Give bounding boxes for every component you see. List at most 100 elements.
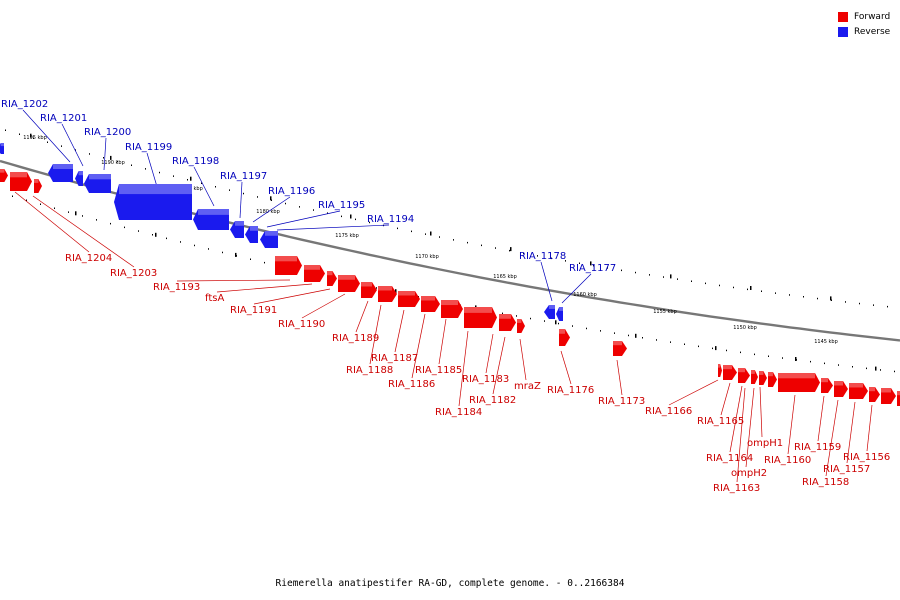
gene-label-ria-1186: RIA_1186 [388,379,435,390]
tick-label-1165-kbp: 1165 kbp [493,274,517,280]
minor-tick-lower [656,339,657,341]
gene-label-ria-1201: RIA_1201 [40,113,87,124]
minor-tick-upper [89,153,90,155]
minor-tick-upper [19,133,20,135]
gene-label-ria-1164: RIA_1164 [706,453,753,464]
figure-caption: Riemerella anatipestifer RA-GD, complete… [275,578,625,589]
gene-label-ria-1184: RIA_1184 [435,407,482,418]
leader-ria-1199 [146,152,159,191]
minor-tick-upper [579,262,580,264]
minor-tick-lower [698,345,699,348]
gene-label-ria-1183: RIA_1183 [462,374,509,385]
forward-gene-10 [398,291,420,307]
minor-tick-lower [726,349,727,352]
forward-gene-14 [499,314,516,331]
minor-tick-upper [467,241,468,244]
minor-tick-upper [313,209,314,211]
forward-gene-1 [0,169,8,182]
leader-ria-1195 [266,210,341,228]
major-tick-upper [350,214,352,219]
legend-forward: Forward [838,9,890,24]
major-tick-upper [670,274,672,279]
minor-tick-upper [215,186,216,188]
legend-reverse: Reverse [838,24,890,39]
leader-ria-1165 [720,382,731,416]
minor-tick-lower [166,237,167,240]
minor-tick-lower [880,369,881,371]
minor-tick-lower [516,315,517,317]
legend-forward-label: Forward [854,11,891,22]
minor-tick-upper [789,294,790,296]
reverse-gene-6 [193,209,229,230]
leader-ria-1188 [369,304,382,365]
minor-tick-lower [250,258,251,260]
minor-tick-upper [859,302,860,305]
minor-tick-lower [68,211,69,213]
minor-tick-lower [894,370,895,373]
leader-ria-1177 [561,273,592,304]
forward-gene-24 [778,373,820,392]
minor-tick-upper [173,175,174,177]
minor-tick-lower [782,357,783,359]
minor-tick-upper [523,252,524,254]
tick-label-1175-kbp: 1175 kbp [335,233,359,239]
minor-tick-lower [40,203,41,205]
leader-omph2 [745,387,755,468]
leader-ria-1185 [438,318,447,365]
gene-label-ftsa: ftsA [205,293,224,304]
minor-tick-lower [180,241,181,243]
minor-tick-upper [33,137,34,139]
leader-ria-1166 [668,379,719,406]
gene-label-ria-1190: RIA_1190 [278,319,325,330]
minor-tick-lower [54,207,55,209]
leader-mraz [519,338,527,381]
major-tick-upper [110,155,112,160]
gene-label-ria-1191: RIA_1191 [230,305,277,316]
minor-tick-upper [369,221,370,224]
forward-gene-22 [759,371,767,385]
tick-label-1150-kbp: 1150 kbp [733,325,757,331]
leader-ria-1190 [301,293,346,319]
minor-tick-lower [12,195,13,197]
leader-ria-1204 [14,191,90,253]
minor-tick-upper [229,189,230,191]
minor-tick-upper [593,264,594,267]
forward-gene-28 [869,387,880,402]
reverse-gene-11 [556,307,563,321]
gene-label-ria-1157: RIA_1157 [823,464,870,475]
minor-tick-lower [670,341,671,343]
major-tick-lower [875,366,877,371]
forward-gene-20 [738,368,750,383]
tick-dots [5,129,895,373]
gene-label-ria-1195: RIA_1195 [318,200,365,211]
gene-label-ria-1200: RIA_1200 [84,127,131,138]
minor-tick-upper [719,284,720,287]
major-tick-lower [395,289,397,294]
minor-tick-upper [425,233,426,235]
minor-tick-lower [376,287,377,289]
minor-tick-upper [411,230,412,233]
reverse-gene-8 [245,226,258,243]
minor-tick-upper [873,304,874,306]
gene-label-ria-1177: RIA_1177 [569,263,616,274]
minor-tick-upper [5,129,6,131]
forward-gene-17 [613,341,627,356]
forward-gene-30 [897,391,900,406]
reverse-swatch [838,26,848,37]
tick-label-1160-kbp: 1160 kbp [573,292,597,298]
minor-tick-upper [187,179,188,181]
gene-label-ria-1204: RIA_1204 [65,253,112,264]
minor-tick-lower [110,222,111,225]
gene-label-ria-1189: RIA_1189 [332,333,379,344]
minor-tick-upper [803,296,804,298]
gene-label-ria-1158: RIA_1158 [802,477,849,488]
minor-tick-upper [761,290,762,292]
minor-tick-upper [201,182,202,184]
leader-ria-1193 [176,279,291,282]
minor-tick-lower [502,312,503,315]
leader-omph1 [759,386,763,438]
gene-label-ria-1163: RIA_1163 [713,483,760,494]
minor-tick-lower [712,347,713,350]
major-tick-lower [795,357,797,361]
